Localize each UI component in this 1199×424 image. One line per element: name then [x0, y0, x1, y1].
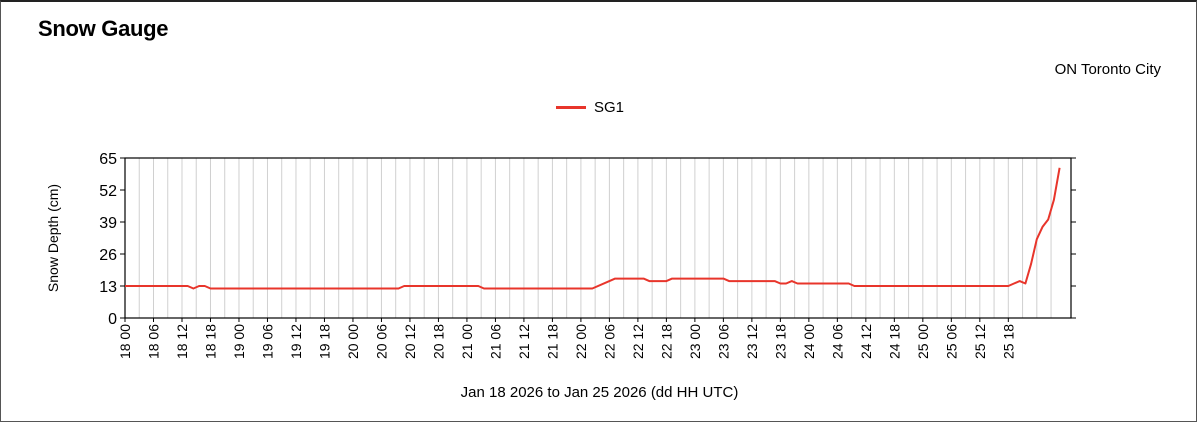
- x-tick-label: 22 00: [573, 324, 589, 359]
- x-tick-label: 21 00: [459, 324, 475, 359]
- x-axis-label: Jan 18 2026 to Jan 25 2026 (dd HH UTC): [460, 384, 739, 401]
- x-tick-label: 19 12: [288, 324, 304, 359]
- y-tick-label: 65: [99, 151, 117, 168]
- x-tick-label: 18 12: [174, 324, 190, 359]
- legend-swatch-sg1: [556, 106, 586, 109]
- x-tick-label: 20 06: [373, 324, 389, 359]
- x-tick-label: 24 06: [829, 324, 845, 359]
- x-tick-label: 25 12: [972, 324, 988, 359]
- x-tick-label: 19 00: [231, 324, 247, 359]
- legend: SG1: [556, 99, 624, 116]
- y-tick-label: 39: [99, 215, 117, 232]
- x-tick-label: 22 18: [658, 324, 674, 359]
- grid-lines: [124, 158, 1052, 318]
- plot-border: [124, 157, 1072, 319]
- x-tick-label: 19 18: [316, 324, 332, 359]
- x-tick-label: 21 18: [544, 324, 560, 359]
- y-tick-labels: 0 13 26 39 52 65: [99, 151, 117, 328]
- x-tick-label: 21 12: [516, 324, 532, 359]
- x-tick-label: 23 18: [772, 324, 788, 359]
- x-tick-label: 18 18: [202, 324, 218, 359]
- x-tick-label: 22 06: [601, 324, 617, 359]
- y-tick-label: 13: [99, 279, 117, 296]
- chart-title: Snow Gauge: [38, 16, 169, 41]
- x-tick-label: 19 06: [259, 324, 275, 359]
- legend-label-sg1: SG1: [594, 99, 625, 116]
- series-layer: [125, 167, 1061, 290]
- y-tick-label: 52: [99, 183, 117, 200]
- x-tick-label: 23 12: [744, 324, 760, 359]
- x-tick-label: 24 12: [858, 324, 874, 359]
- x-tick-labels: 18 00 18 06 18 12 18 18 19 00 19 06 19 12 19 18…: [117, 324, 1016, 359]
- x-tick-label: 25 06: [943, 324, 959, 359]
- x-tick-label: 21 06: [487, 324, 503, 359]
- x-tick-label: 24 18: [886, 324, 902, 359]
- x-tick-label: 22 12: [630, 324, 646, 359]
- x-tick-label: 25 00: [915, 324, 931, 359]
- axes: [120, 157, 1076, 322]
- y-axis-label: Snow Depth (cm): [45, 184, 61, 292]
- x-tick-label: 18 06: [145, 324, 161, 359]
- x-tick-label: 18 00: [117, 324, 133, 359]
- series-line-sg1: [125, 167, 1061, 290]
- station-label: ON Toronto City: [1054, 61, 1161, 78]
- x-tick-label: 20 12: [402, 324, 418, 359]
- x-tick-label: 24 00: [801, 324, 817, 359]
- x-tick-label: 20 18: [430, 324, 446, 359]
- x-tick-label: 23 00: [687, 324, 703, 359]
- y-tick-label: 26: [99, 247, 117, 264]
- y-tick-label: 0: [108, 311, 117, 328]
- x-tick-label: 20 00: [345, 324, 361, 359]
- x-tick-label: 25 18: [1000, 324, 1016, 359]
- x-tick-label: 23 06: [715, 324, 731, 359]
